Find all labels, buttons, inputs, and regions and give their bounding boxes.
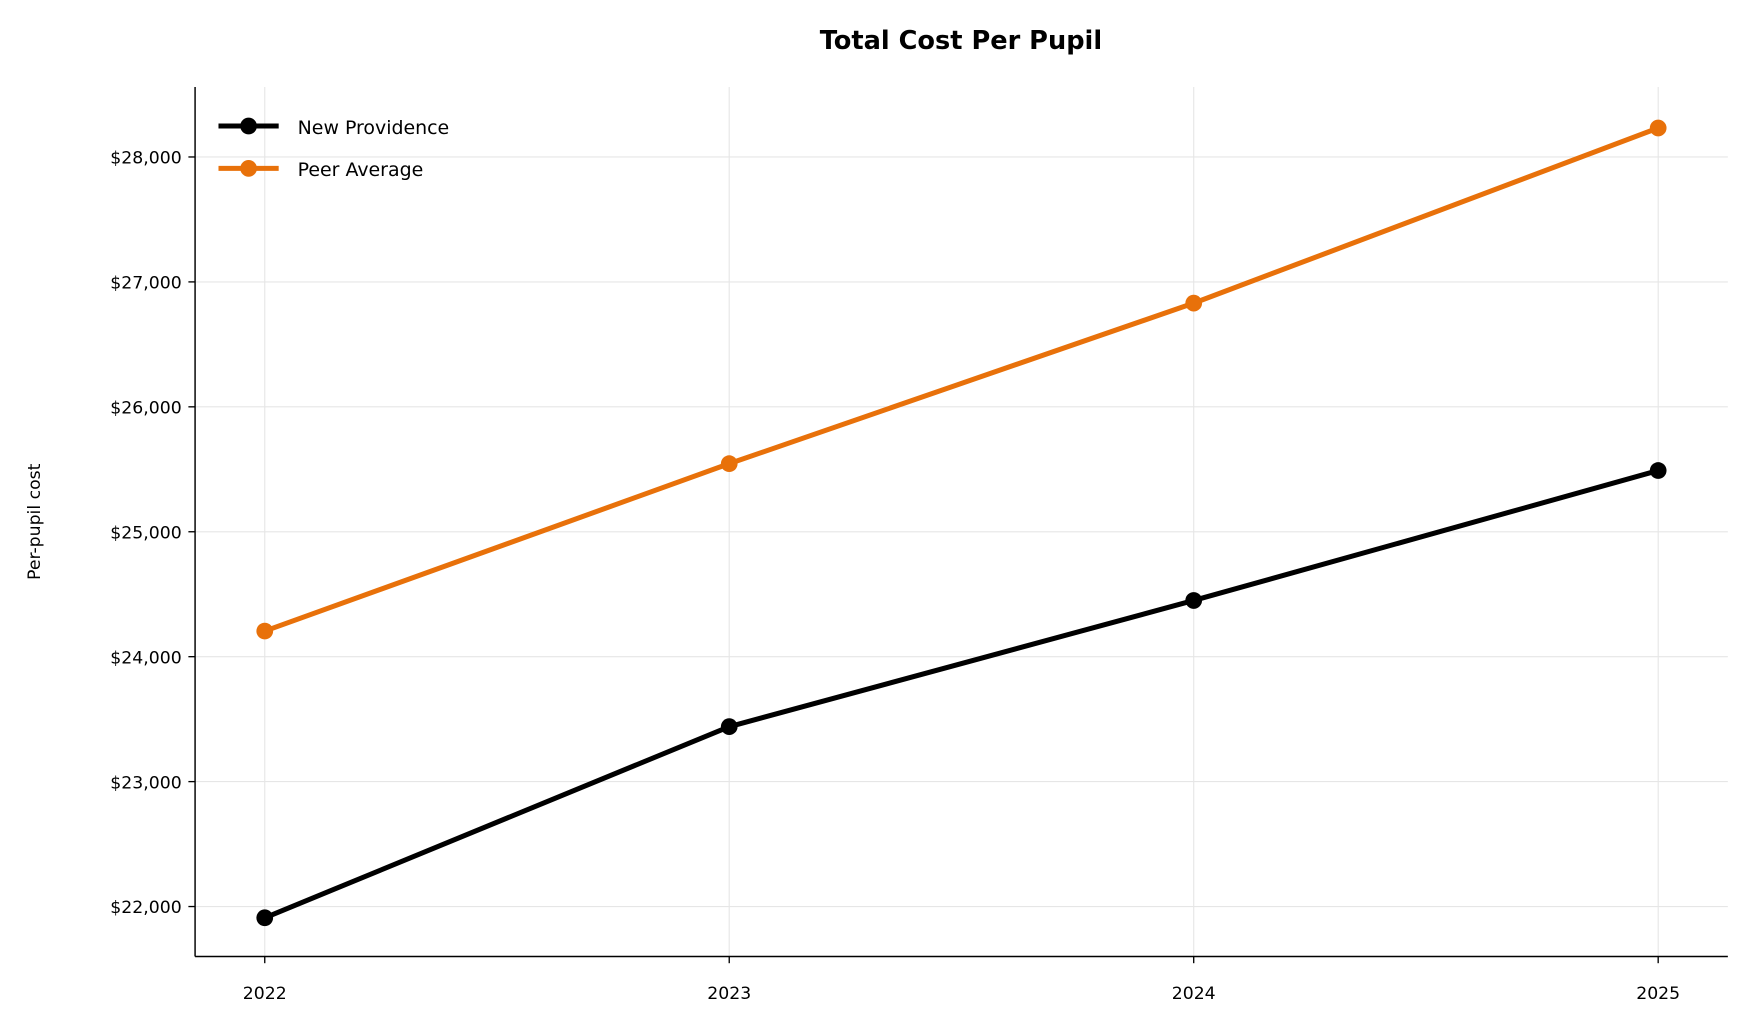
- x-tick-label: 2022: [243, 984, 287, 1004]
- y-tick-label: $22,000: [110, 898, 181, 918]
- legend-label: New Providence: [298, 117, 450, 139]
- data-point: [1185, 592, 1203, 609]
- y-tick-label: $26,000: [110, 399, 181, 419]
- y-axis-label: Per-pupil cost: [25, 463, 45, 580]
- legend-marker: [240, 117, 257, 135]
- y-tick-label: $25,000: [110, 523, 181, 543]
- y-tick-label: $27,000: [110, 274, 181, 294]
- data-point: [720, 718, 738, 736]
- data-point: [1649, 119, 1667, 137]
- x-tick-label: 2025: [1636, 984, 1680, 1004]
- x-tick-label: 2024: [1172, 984, 1216, 1004]
- y-tick-label: $28,000: [110, 149, 181, 169]
- data-point: [256, 622, 274, 640]
- legend-label: Peer Average: [298, 159, 424, 181]
- data-point: [256, 909, 274, 927]
- series-line-0: [263, 468, 1659, 921]
- data-point: [1185, 294, 1203, 312]
- data-point: [1649, 462, 1667, 479]
- x-tick-label: 2023: [707, 984, 751, 1004]
- series-line-1: [263, 125, 1660, 634]
- data-point: [720, 455, 738, 473]
- legend-marker: [240, 160, 257, 177]
- chart-title: Total Cost Per Pupil: [820, 26, 1102, 56]
- y-tick-label: $24,000: [110, 648, 181, 668]
- y-tick-label: $23,000: [110, 773, 181, 793]
